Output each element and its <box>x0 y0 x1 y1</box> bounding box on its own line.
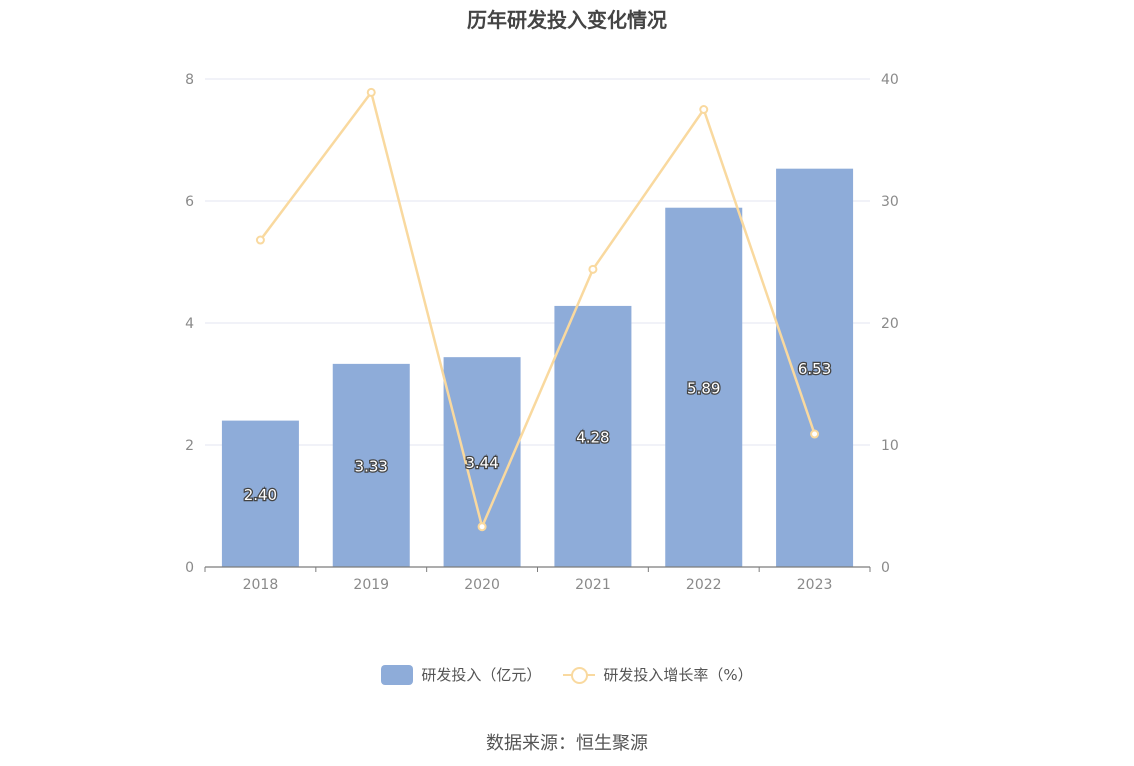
bar-2018 <box>221 420 299 567</box>
bar-2019 <box>332 363 410 567</box>
bar-value-label-2019: 3.33 <box>355 457 388 475</box>
y-left-tick-label: 8 <box>185 72 194 88</box>
growth-rate-point-2020 <box>477 522 487 532</box>
bar-value-label-2022: 5.89 <box>687 379 720 397</box>
y-left-tick-label: 0 <box>185 560 194 576</box>
bar-value-label-2023: 6.53 <box>798 360 831 378</box>
y-right-tick-label: 0 <box>881 560 890 576</box>
growth-rate-point-2021 <box>588 264 598 274</box>
legend-label-rd-investment: 研发投入（亿元） <box>421 666 542 684</box>
y-right-tick-label: 30 <box>881 194 899 210</box>
data-source-note: 数据来源：恒生聚源 <box>486 733 648 754</box>
y-right-tick-label: 20 <box>881 316 899 332</box>
bar-2023 <box>776 168 854 568</box>
bar-value-label-2021: 4.28 <box>576 428 609 446</box>
y-left-tick-label: 2 <box>185 438 194 454</box>
y-left-tick-label: 6 <box>185 194 194 210</box>
growth-rate-point-2018 <box>255 235 265 245</box>
growth-rate-point-2019 <box>366 87 376 97</box>
x-tick-label-2021: 2021 <box>575 577 611 593</box>
growth-rate-point-2023 <box>810 429 820 439</box>
x-tick-label-2023: 2023 <box>797 577 833 593</box>
bar-2022 <box>665 207 743 567</box>
x-tick-label-2019: 2019 <box>353 577 389 593</box>
growth-rate-line <box>259 91 816 528</box>
x-tick-label-2018: 2018 <box>243 577 279 593</box>
legend-bar-swatch <box>381 664 414 685</box>
legend-item-growth-rate[interactable]: 研发投入增长率（%） <box>563 664 753 685</box>
y-right-tick-label: 10 <box>881 438 899 454</box>
bar-value-label-2020: 3.44 <box>465 454 498 472</box>
legend-item-rd-investment[interactable]: 研发投入（亿元） <box>381 664 541 685</box>
chart-title: 历年研发投入变化情况 <box>467 8 667 32</box>
x-tick-label-2020: 2020 <box>464 577 500 593</box>
bar-2021 <box>554 305 632 567</box>
x-tick-label-2022: 2022 <box>686 577 722 593</box>
y-right-tick-label: 40 <box>881 72 899 88</box>
legend-line-swatch <box>563 665 596 685</box>
y-left-tick-label: 4 <box>185 316 194 332</box>
legend: 研发投入（亿元） 研发投入增长率（%） <box>0 664 1134 685</box>
bar-2020 <box>443 357 521 567</box>
bar-value-label-2018: 2.40 <box>244 486 277 504</box>
legend-label-growth-rate: 研发投入增长率（%） <box>603 666 753 684</box>
growth-rate-point-2022 <box>699 105 709 114</box>
